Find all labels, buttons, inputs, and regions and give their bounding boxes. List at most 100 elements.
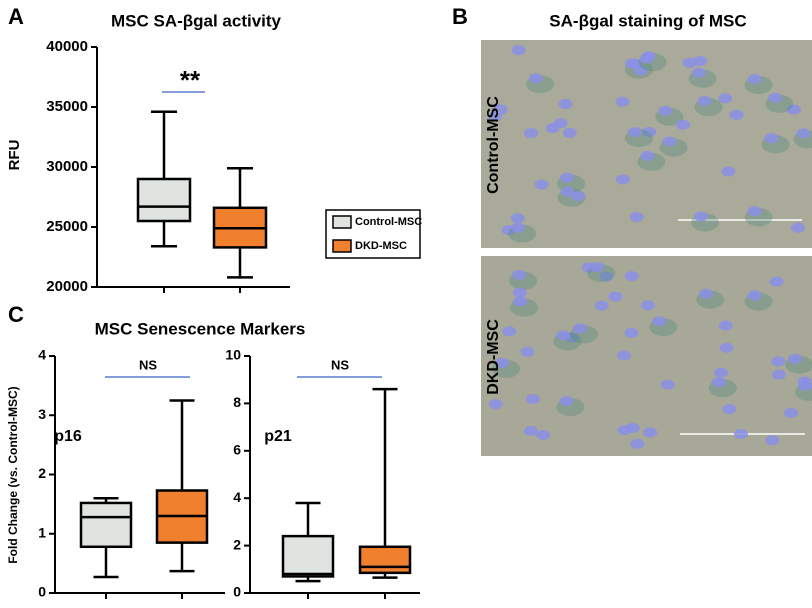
nucleus — [699, 288, 714, 299]
y-tick-label: 3 — [38, 406, 46, 422]
nucleus — [718, 320, 733, 331]
nucleus — [562, 127, 577, 138]
nucleus — [721, 166, 736, 177]
nucleus — [511, 222, 526, 233]
nucleus — [768, 92, 783, 103]
nucleus — [765, 435, 780, 446]
legend-swatch — [332, 239, 352, 253]
nucleus — [786, 104, 801, 115]
annotation: ** — [180, 65, 201, 95]
nucleus — [714, 367, 729, 378]
nucleus — [662, 136, 677, 147]
nucleus — [488, 399, 503, 410]
panel-letter: B — [452, 4, 468, 29]
nucleus — [559, 396, 574, 407]
image-title: SA-βgal staining of MSC — [549, 11, 746, 30]
nucleus — [718, 93, 733, 104]
nucleus — [627, 127, 642, 138]
nucleus — [788, 353, 803, 364]
y-axis-label: RFU — [6, 140, 23, 171]
nucleus — [502, 326, 517, 337]
nucleus — [640, 150, 655, 161]
nucleus — [560, 186, 575, 197]
nucleus — [693, 56, 708, 67]
y-tick-label: 2 — [233, 536, 241, 552]
nucleus — [608, 291, 623, 302]
y-tick-label: 10 — [225, 347, 241, 363]
nucleus — [529, 73, 544, 84]
annotation: NS — [331, 357, 349, 372]
nucleus — [624, 327, 639, 338]
nucleus — [697, 96, 712, 107]
nucleus — [513, 296, 528, 307]
nucleus — [682, 57, 697, 68]
nucleus — [556, 330, 571, 341]
nucleus — [617, 425, 632, 436]
y-tick-label: 30000 — [46, 158, 88, 175]
nucleus — [783, 407, 798, 418]
nucleus — [747, 290, 762, 301]
y-tick-label: 0 — [38, 584, 46, 600]
chart-title: MSC Senescence Markers — [95, 319, 306, 338]
nucleus — [771, 356, 786, 367]
nucleus — [511, 45, 526, 56]
nucleus — [572, 323, 587, 334]
nucleus — [652, 316, 667, 327]
y-tick-label: 2 — [38, 465, 46, 481]
nucleus — [675, 119, 690, 130]
y-tick-label: 8 — [233, 394, 241, 410]
y-tick-label: 40000 — [46, 38, 88, 55]
nucleus — [571, 191, 586, 202]
nucleus — [553, 118, 568, 129]
nucleus — [520, 346, 535, 357]
nucleus — [523, 426, 538, 437]
y-tick-label: 20000 — [46, 278, 88, 295]
legend-label: Control-MSC — [355, 216, 422, 228]
nucleus — [615, 96, 630, 107]
nucleus — [658, 105, 673, 116]
nucleus — [629, 211, 644, 222]
nucleus — [594, 300, 609, 311]
y-axis-label: Fold Change (vs. Control-MSC) — [6, 386, 20, 563]
nucleus — [798, 380, 812, 391]
nucleus — [719, 342, 734, 353]
box — [79, 501, 133, 549]
y-tick-label: 25000 — [46, 218, 88, 235]
nucleus — [747, 74, 762, 85]
nucleus — [711, 377, 726, 388]
box — [281, 534, 335, 578]
nucleus — [624, 58, 639, 69]
legend-label: DKD-MSC — [355, 240, 407, 252]
image-label: DKD-MSC — [485, 319, 502, 395]
nucleus — [729, 109, 744, 120]
nucleus — [796, 128, 811, 139]
nucleus — [639, 53, 654, 64]
y-tick-label: 4 — [38, 347, 46, 363]
panel-letter: C — [8, 302, 24, 327]
image-label: Control-MSC — [485, 96, 502, 194]
nucleus — [510, 213, 525, 224]
chart-title: MSC SA-βgal activity — [111, 11, 282, 30]
nucleus — [624, 271, 639, 282]
nucleus — [616, 350, 631, 361]
y-tick-label: 0 — [233, 584, 241, 600]
nucleus — [660, 379, 675, 390]
nucleus — [558, 99, 573, 110]
nucleus — [734, 428, 749, 439]
nucleus — [560, 172, 575, 183]
y-tick-label: 35000 — [46, 98, 88, 115]
nucleus — [691, 67, 706, 78]
nucleus — [512, 287, 527, 298]
annotation: NS — [139, 357, 157, 372]
nucleus — [536, 430, 551, 441]
nucleus — [642, 127, 657, 138]
y-tick-label: 6 — [233, 442, 241, 458]
y-tick-label: 1 — [38, 524, 46, 540]
box — [358, 545, 412, 575]
nucleus — [590, 262, 605, 273]
annotation: p21 — [264, 428, 292, 445]
nucleus — [747, 206, 762, 217]
nucleus — [641, 300, 656, 311]
nucleus — [526, 393, 541, 404]
